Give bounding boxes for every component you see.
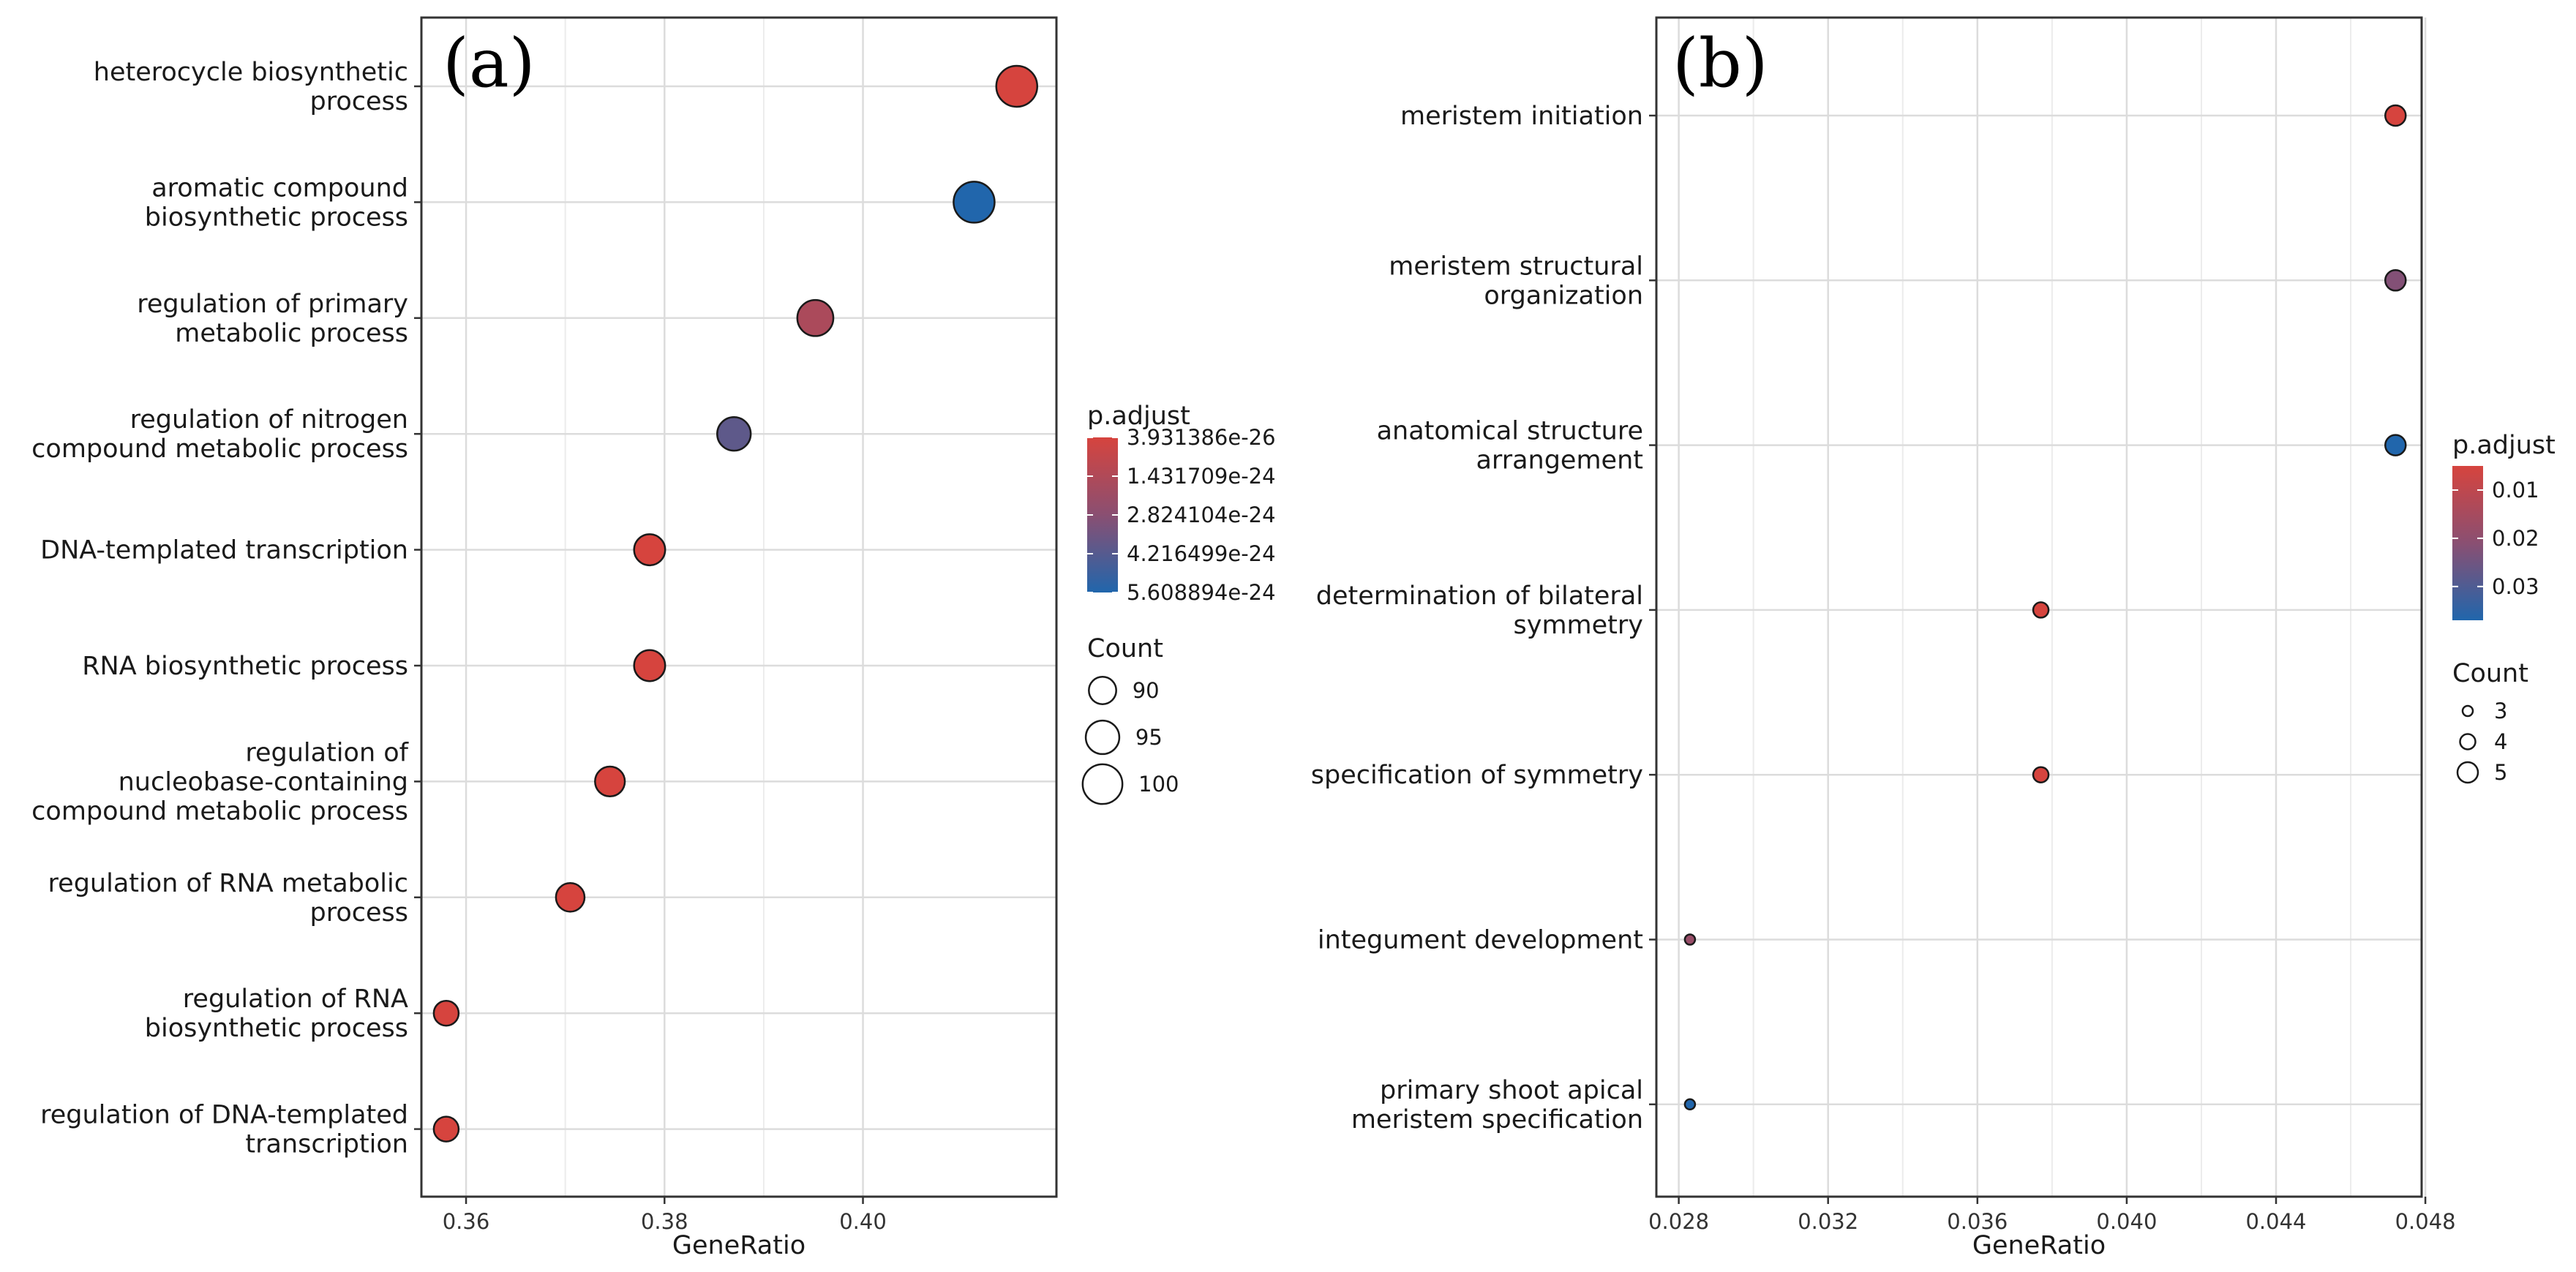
y-tick-label: integument development [1318, 926, 1643, 955]
x-tick-label: 0.048 [2395, 1209, 2456, 1234]
size-legend-key [2459, 733, 2477, 750]
data-point [432, 999, 460, 1027]
y-tick-label: heterocycle biosynthetic process [94, 58, 408, 116]
y-tick-label: regulation of RNA metabolic process [48, 869, 408, 927]
data-point [2032, 766, 2050, 783]
panel-border [420, 16, 1058, 1198]
panel-a: (a) heterocycle biosynthetic process aromat… [31, 16, 1276, 1260]
data-point [953, 181, 996, 224]
x-tick-label: 0.032 [1798, 1209, 1858, 1234]
size-legend-key [2456, 761, 2479, 784]
data-point [2384, 269, 2407, 292]
y-tick-label: regulation of nucleobase-containing compou… [31, 738, 409, 826]
data-point [633, 649, 666, 682]
x-tick-label: 0.40 [839, 1209, 887, 1234]
y-tick-label: aromatic compound biosynthetic process [145, 173, 408, 232]
y-tick-label: regulation of DNA-templated transcription [40, 1101, 408, 1159]
y-tick-label: RNA biosynthetic process [82, 652, 408, 681]
data-point [1683, 1098, 1697, 1111]
x-tick-label: 0.36 [443, 1209, 490, 1234]
color-bar-label: 0.03 [2492, 574, 2539, 599]
size-legend-label: 100 [1138, 772, 1179, 797]
data-point [2384, 434, 2407, 456]
data-point [796, 298, 835, 337]
y-tick-label: regulation of RNA biosynthetic process [145, 985, 408, 1043]
x-tick-label: 0.38 [641, 1209, 688, 1234]
size-legend-key [1081, 763, 1124, 805]
x-tick-label: 0.044 [2245, 1209, 2306, 1234]
panel-label: (b) [1672, 24, 1768, 102]
color-bar-label: 4.216499e-24 [1127, 541, 1276, 566]
x-tick-label: 0.036 [1947, 1209, 2008, 1234]
data-point [2384, 104, 2407, 127]
x-tick-label: 0.040 [2096, 1209, 2157, 1234]
color-bar-label: 1.431709e-24 [1127, 464, 1276, 489]
data-point [995, 64, 1038, 108]
data-point [594, 765, 626, 798]
x-axis-title: GeneRatio [1972, 1231, 2106, 1260]
size-legend-label: 5 [2494, 760, 2507, 785]
data-point [555, 882, 586, 913]
size-legend-label: 4 [2494, 729, 2507, 754]
color-bar-label: 5.608894e-24 [1127, 580, 1276, 605]
panel-border [1655, 16, 2423, 1198]
color-bar-label: 0.02 [2492, 526, 2539, 551]
data-point [716, 416, 752, 452]
size-legend-label: 90 [1133, 678, 1160, 703]
panel-b: (b) meristem initiation meristem structura… [1311, 16, 2556, 1260]
data-point [2032, 601, 2050, 619]
y-tick-label: anatomical structure arrangement [1377, 417, 1643, 475]
plot-background [421, 18, 1056, 1197]
y-tick-label: determination of bilateral symmetry [1316, 582, 1643, 640]
y-tick-label: meristem initiation [1400, 102, 1643, 131]
size-legend-title: Count [2452, 659, 2528, 688]
x-axis-title: GeneRatio [672, 1231, 806, 1260]
y-tick-label: meristem structural organization [1389, 252, 1643, 310]
color-legend-title: p.adjust [2452, 431, 2556, 460]
color-bar-label: 2.824104e-24 [1127, 503, 1276, 527]
y-tick-label: DNA-templated transcription [40, 536, 408, 565]
y-tick-label: specification of symmetry [1311, 761, 1643, 790]
data-point [633, 533, 666, 567]
color-bar-label: 0.01 [2492, 478, 2539, 503]
size-legend-label: 3 [2494, 699, 2507, 723]
color-bar [2452, 466, 2483, 620]
panel-label: (a) [443, 24, 536, 102]
data-point [432, 1115, 460, 1143]
size-legend-label: 95 [1135, 725, 1163, 750]
color-legend-title: p.adjust [1087, 402, 1190, 431]
size-legend-key [1084, 719, 1121, 756]
data-point [1683, 933, 1697, 946]
size-legend-title: Count [1087, 634, 1163, 663]
color-bar-label: 3.931386e-26 [1127, 425, 1276, 450]
size-legend-key [2461, 704, 2474, 718]
y-tick-label: primary shoot apical meristem specificati… [1351, 1076, 1643, 1134]
y-tick-label: regulation of primary metabolic process [137, 290, 408, 348]
size-legend-key [1088, 676, 1117, 705]
x-tick-label: 0.028 [1648, 1209, 1709, 1234]
y-tick-label: regulation of nitrogen compound metabolic… [31, 405, 408, 464]
